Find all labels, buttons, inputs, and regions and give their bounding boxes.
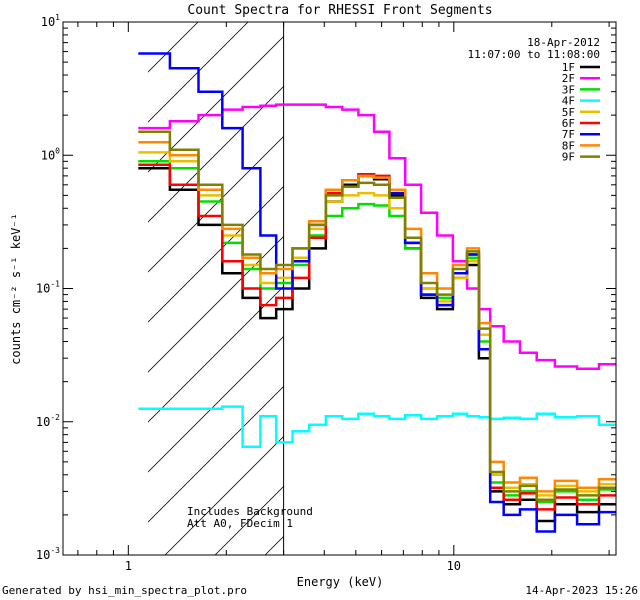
legend-label-2F: 2F <box>562 72 575 85</box>
y-axis-label: counts cm⁻² s⁻¹ keV⁻¹ <box>9 213 23 365</box>
y-tick-label: 100 <box>41 146 60 162</box>
legend-label-7F: 7F <box>562 128 575 141</box>
hatch-line <box>148 235 284 373</box>
y-tick-label: 101 <box>41 13 60 29</box>
legend-label-9F: 9F <box>562 151 575 164</box>
series-layer <box>138 52 616 555</box>
legend-label-4F: 4F <box>562 95 575 108</box>
y-tick-label: 10-1 <box>36 280 60 296</box>
hatch-line <box>148 335 284 473</box>
hatch-line <box>148 85 284 223</box>
series-line-9F <box>138 130 616 533</box>
footer-generated-by: Generated by hsi_min_spectra_plot.pro <box>2 584 247 597</box>
hatch-line <box>148 35 284 173</box>
series-line-5F <box>138 151 616 526</box>
x-tick-label: 10 <box>447 559 461 573</box>
hatch-line <box>148 185 284 323</box>
annotation-background: Includes Background <box>187 505 313 518</box>
y-tick-label: 10-3 <box>36 546 60 562</box>
y-tick-labels: 10-3 10-2 10-1 100 101 <box>36 13 60 562</box>
hatch-line <box>164 435 284 555</box>
hatch-line <box>148 22 249 123</box>
excluded-energy-hatch <box>148 22 284 555</box>
x-tick-label: 1 <box>125 559 132 573</box>
legend-label-6F: 6F <box>562 117 575 130</box>
annotation-attenuator: Att A0, FDecim 1 <box>187 517 293 530</box>
legend-label-8F: 8F <box>562 139 575 152</box>
plot-frame <box>62 21 617 556</box>
series-line-1F <box>138 166 616 542</box>
x-tick-labels: 110100 <box>125 559 461 573</box>
chart-date: 18-Apr-2012 <box>527 36 600 49</box>
chart-time-range: 11:07:00 to 11:08:00 <box>468 48 600 61</box>
legend-label-3F: 3F <box>562 83 575 96</box>
legend-label-5F: 5F <box>562 106 575 119</box>
footer-timestamp: 14-Apr-2023 15:26 <box>525 584 638 597</box>
hatch-line <box>148 135 284 273</box>
legend-label-1F: 1F <box>562 61 575 74</box>
series-line-2F <box>138 103 616 444</box>
y-tick-label: 10-2 <box>36 413 60 429</box>
hatch-line <box>148 385 284 523</box>
chart-title: Count Spectra for RHESSI Front Segments <box>187 3 492 18</box>
series-line-4F <box>138 405 616 470</box>
axis-ticks <box>63 21 616 556</box>
x-axis-label: Energy (keV) <box>297 575 384 589</box>
